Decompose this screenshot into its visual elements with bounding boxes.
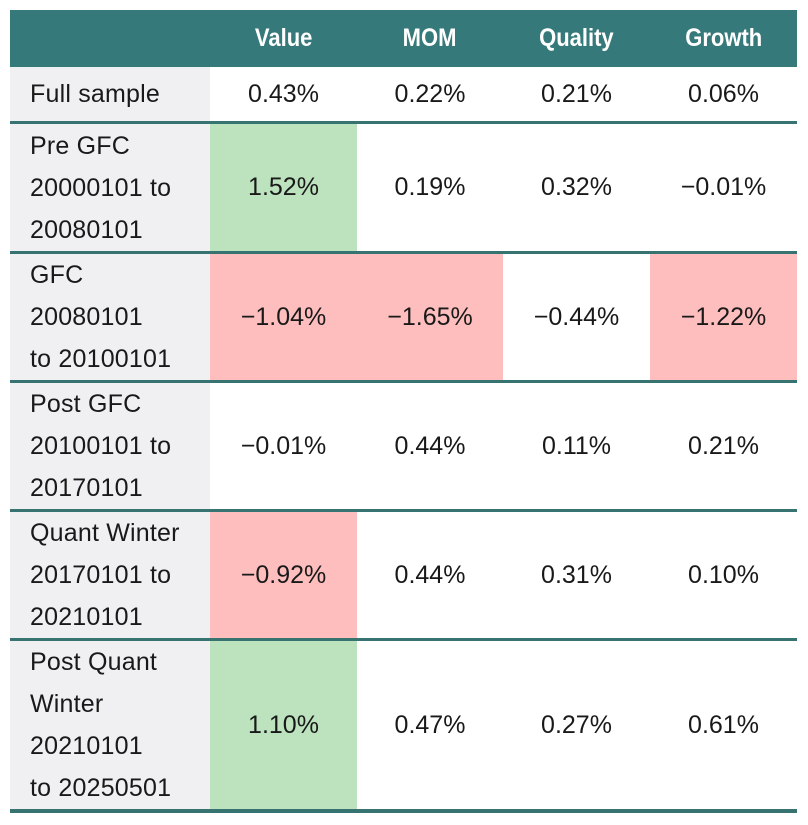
- mom-cell: −1.65%: [357, 254, 503, 380]
- mom-cell: 0.47%: [394, 710, 466, 739]
- header-label-quality: Quality: [539, 24, 614, 53]
- table-row-quant-winter: Quant Winter 20170101 to 20210101 −0.92%…: [10, 509, 797, 638]
- table-row-full-sample: Full sample 0.43% 0.22% 0.21% 0.06%: [10, 67, 797, 121]
- quality-cell: 0.11%: [541, 431, 612, 460]
- growth-cell: −1.22%: [650, 254, 797, 380]
- table-row-post-quant-winter: Post Quant Winter 20210101 to 20250501 1…: [10, 638, 797, 809]
- value-cell: 1.10%: [210, 641, 357, 809]
- row-label: Post Quant Winter 20210101 to 20250501: [10, 641, 210, 809]
- quality-cell: 0.31%: [541, 560, 612, 589]
- value-cell: 1.52%: [210, 124, 357, 251]
- mom-cell: 0.44%: [394, 431, 466, 460]
- row-label: Post GFC 20100101 to 20170101: [10, 383, 210, 509]
- row-label: Quant Winter 20170101 to 20210101: [10, 512, 210, 638]
- growth-cell: 0.61%: [688, 710, 759, 739]
- mom-cell: 0.44%: [394, 560, 466, 589]
- growth-cell: 0.06%: [688, 79, 759, 108]
- quality-cell: 0.21%: [541, 79, 612, 108]
- value-cell: −1.04%: [210, 254, 357, 380]
- quality-cell: 0.32%: [541, 173, 612, 202]
- growth-cell: −0.01%: [680, 173, 767, 202]
- factor-performance-table: Value MOM Quality Growth Full sample 0.4…: [10, 10, 797, 813]
- header-cell-value: Value: [210, 10, 357, 67]
- header-cell-mom: MOM: [357, 10, 503, 67]
- header-label-value: Value: [254, 24, 313, 53]
- header-row: Value MOM Quality Growth: [10, 10, 797, 67]
- header-cell-quality: Quality: [503, 10, 650, 67]
- row-label: Full sample: [10, 67, 210, 121]
- quality-cell: −0.44%: [533, 302, 620, 331]
- growth-cell: 0.10%: [688, 560, 759, 589]
- growth-cell: 0.21%: [688, 431, 759, 460]
- value-cell: −0.01%: [240, 431, 327, 460]
- quality-cell: 0.27%: [541, 710, 612, 739]
- value-cell: −0.92%: [210, 512, 357, 638]
- table-row-post-gfc: Post GFC 20100101 to 20170101 −0.01% 0.4…: [10, 380, 797, 509]
- table-row-pre-gfc: Pre GFC 20000101 to 20080101 1.52% 0.19%…: [10, 121, 797, 251]
- header-corner-cell: [10, 10, 210, 67]
- mom-cell: 0.22%: [394, 79, 466, 108]
- row-label: GFC 20080101 to 20100101: [10, 254, 210, 380]
- header-cell-growth: Growth: [650, 10, 797, 67]
- header-label-growth: Growth: [685, 24, 762, 53]
- table-row-gfc: GFC 20080101 to 20100101 −1.04% −1.65% −…: [10, 251, 797, 380]
- row-label: Pre GFC 20000101 to 20080101: [10, 124, 210, 251]
- value-cell: 0.43%: [248, 79, 319, 108]
- header-label-mom: MOM: [403, 24, 457, 53]
- mom-cell: 0.19%: [394, 173, 466, 202]
